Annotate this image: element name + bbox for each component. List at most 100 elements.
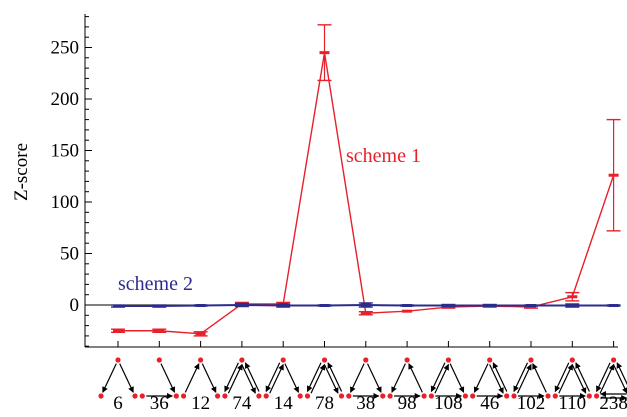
motif-node xyxy=(346,393,352,399)
motif-edge xyxy=(434,363,450,394)
data-point xyxy=(526,305,536,309)
data-point xyxy=(319,51,330,55)
y-tick-label: 200 xyxy=(51,89,80,110)
motif-node xyxy=(98,393,104,399)
motif-edge xyxy=(224,362,239,393)
data-point xyxy=(608,304,619,308)
motif-icon xyxy=(470,357,510,399)
motif-node xyxy=(115,357,121,363)
motif-edge xyxy=(473,363,489,393)
motif-edge xyxy=(532,363,547,393)
motif-edge xyxy=(391,363,406,393)
motif-edge xyxy=(310,363,326,394)
motif-icon xyxy=(304,357,345,399)
motif-node xyxy=(504,393,510,399)
motif-edge xyxy=(306,362,322,393)
y-tick-label: 100 xyxy=(51,192,80,213)
motif-node xyxy=(594,393,600,399)
motif-node xyxy=(215,393,221,399)
data-point xyxy=(443,304,454,308)
data-point xyxy=(236,303,247,307)
motif-node xyxy=(132,393,138,399)
motif-icon xyxy=(346,357,386,399)
motif-icon xyxy=(263,357,303,399)
motif-node xyxy=(263,393,269,399)
motif-edge xyxy=(408,363,423,393)
motif-edge xyxy=(558,363,573,394)
motif-node xyxy=(363,357,369,363)
motif-node xyxy=(387,393,393,399)
x-tick-label: 38 xyxy=(356,393,375,414)
data-point xyxy=(402,309,413,313)
y-axis-title: Z-score xyxy=(11,143,32,201)
series-label-scheme-2: scheme 2 xyxy=(118,273,193,295)
motif-node xyxy=(428,393,434,399)
data-point xyxy=(567,304,578,308)
motif-icon xyxy=(511,357,551,399)
motif-node xyxy=(421,393,427,399)
motif-edge xyxy=(349,363,365,393)
motif-edge xyxy=(571,364,587,394)
x-tick-label: 102 xyxy=(517,393,546,414)
motif-icon xyxy=(139,357,179,399)
motif-node xyxy=(445,357,451,363)
series-label-scheme-1: scheme 1 xyxy=(346,145,421,167)
data-point xyxy=(113,304,123,308)
motif-edge xyxy=(323,364,339,394)
motif-node xyxy=(222,393,228,399)
data-point xyxy=(154,329,165,333)
x-tick-label: 78 xyxy=(315,393,334,414)
y-tick-label: 150 xyxy=(51,141,80,162)
data-point xyxy=(319,304,330,308)
motif-node xyxy=(569,357,575,363)
motif-node xyxy=(239,357,245,363)
motif-edge xyxy=(184,363,200,393)
data-point xyxy=(402,304,413,308)
series-2 xyxy=(111,302,621,308)
data-point xyxy=(154,304,165,308)
x-tick-label: 238 xyxy=(599,393,627,414)
data-point xyxy=(278,304,289,308)
x-tick-label: 14 xyxy=(274,393,294,414)
motif-node xyxy=(156,357,162,363)
data-point xyxy=(195,332,206,336)
x-tick-label: 108 xyxy=(434,393,463,414)
motif-icon xyxy=(428,357,468,399)
motif-edge xyxy=(516,363,532,394)
data-point xyxy=(195,304,206,308)
motif-node xyxy=(380,393,386,399)
x-tick-label: 12 xyxy=(191,393,210,414)
motif-node xyxy=(173,393,179,399)
motif-edge xyxy=(327,362,343,392)
y-tick-label: 0 xyxy=(70,295,80,316)
motif-node xyxy=(462,393,468,399)
motif-edge xyxy=(575,362,590,392)
motif-edge xyxy=(269,363,284,394)
motif-node xyxy=(545,393,551,399)
x-tick-label: 74 xyxy=(232,393,252,414)
motif-edge xyxy=(616,362,627,386)
motif-node xyxy=(198,357,204,363)
motif-edge xyxy=(513,362,529,393)
motif-edge xyxy=(102,363,117,393)
motif-node xyxy=(511,393,517,399)
motif-node xyxy=(280,357,286,363)
motif-node xyxy=(470,393,476,399)
x-tick-label: 36 xyxy=(150,393,169,414)
data-point xyxy=(360,303,371,307)
motif-edge xyxy=(492,362,508,392)
motif-node xyxy=(404,357,410,363)
motif-node xyxy=(297,393,303,399)
motif-icon xyxy=(387,357,427,399)
data-point xyxy=(526,304,536,308)
motif-edge xyxy=(449,363,465,393)
motif-edge xyxy=(160,363,176,393)
x-tick-label: 98 xyxy=(398,393,417,414)
motif-edge xyxy=(201,363,217,393)
x-tick-label: 6 xyxy=(113,393,123,414)
motif-edge xyxy=(366,363,382,393)
motif-icon xyxy=(98,357,138,399)
motif-edge xyxy=(612,364,627,394)
motif-icon xyxy=(594,357,627,401)
